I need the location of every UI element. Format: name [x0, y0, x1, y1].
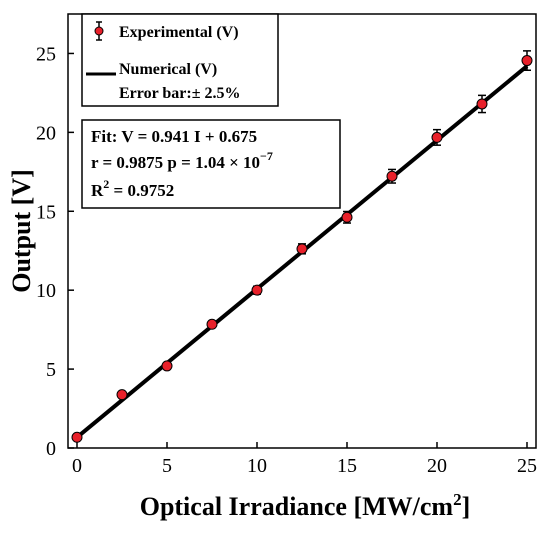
- x-tick-label: 20: [427, 455, 447, 477]
- data-point: [71, 431, 83, 443]
- fit-stats: r = 0.9875 p = 1.04 × 10−7: [91, 149, 273, 172]
- data-point: [116, 389, 128, 401]
- x-axis-title: Optical Irradiance [MW/cm2]: [140, 490, 471, 521]
- y-tick-label: 25: [36, 43, 56, 65]
- data-point: [476, 98, 488, 110]
- legend: Experimental (V) Numerical (V) Error bar…: [81, 13, 279, 107]
- fit-annotation: Fit: V = 0.941 I + 0.675 r = 0.9875 p = …: [81, 119, 341, 209]
- x-tick-label: 25: [517, 455, 537, 477]
- y-tick-label: 10: [36, 280, 56, 302]
- fit-r-squared-sup: 2: [103, 177, 109, 191]
- fit-r-squared-r: R: [91, 181, 104, 200]
- y-tick-label: 5: [46, 359, 56, 381]
- x-tick-label: 0: [72, 455, 82, 477]
- data-point: [251, 284, 263, 296]
- fit-equation: Fit: V = 0.941 I + 0.675: [91, 127, 257, 146]
- legend-errorbar-note: Error bar:± 2.5%: [119, 85, 241, 102]
- x-tick-label: 15: [337, 455, 357, 477]
- data-point: [206, 318, 218, 330]
- plot-area-frame: [67, 13, 537, 449]
- fit-stats-main: r = 0.9875 p = 1.04 × 10: [91, 153, 260, 172]
- fit-r-squared-value: = 0.9752: [109, 181, 174, 200]
- x-axis-title-main: Optical Irradiance [MW/cm: [140, 492, 454, 521]
- y-tick-label: 0: [46, 438, 56, 460]
- data-point: [386, 170, 398, 182]
- data-point: [431, 131, 443, 143]
- legend-label-experimental: Experimental (V): [119, 24, 239, 41]
- legend-label-numerical: Numerical (V): [119, 61, 217, 78]
- fit-r-squared: R2 = 0.9752: [91, 177, 174, 200]
- data-point: [161, 360, 173, 372]
- data-point: [296, 243, 308, 255]
- y-tick-label: 20: [36, 122, 56, 144]
- x-axis-title-end: ]: [462, 492, 471, 521]
- legend-marker-experimental: [94, 26, 104, 36]
- fit-stats-exponent: −7: [260, 149, 273, 163]
- data-point: [521, 55, 533, 67]
- x-axis: 0 5 10 15 20 25: [72, 442, 537, 477]
- y-axis: 0 5 10 15 20 25: [36, 43, 74, 460]
- data-point: [341, 211, 353, 223]
- y-axis-title: Output [V]: [7, 169, 36, 293]
- series-layer: [71, 50, 533, 443]
- fit-box: [81, 119, 341, 209]
- legend-box: [81, 13, 279, 107]
- x-tick-label: 10: [247, 455, 267, 477]
- y-tick-label: 15: [36, 201, 56, 223]
- x-axis-title-sup: 2: [453, 490, 462, 509]
- x-tick-label: 5: [162, 455, 172, 477]
